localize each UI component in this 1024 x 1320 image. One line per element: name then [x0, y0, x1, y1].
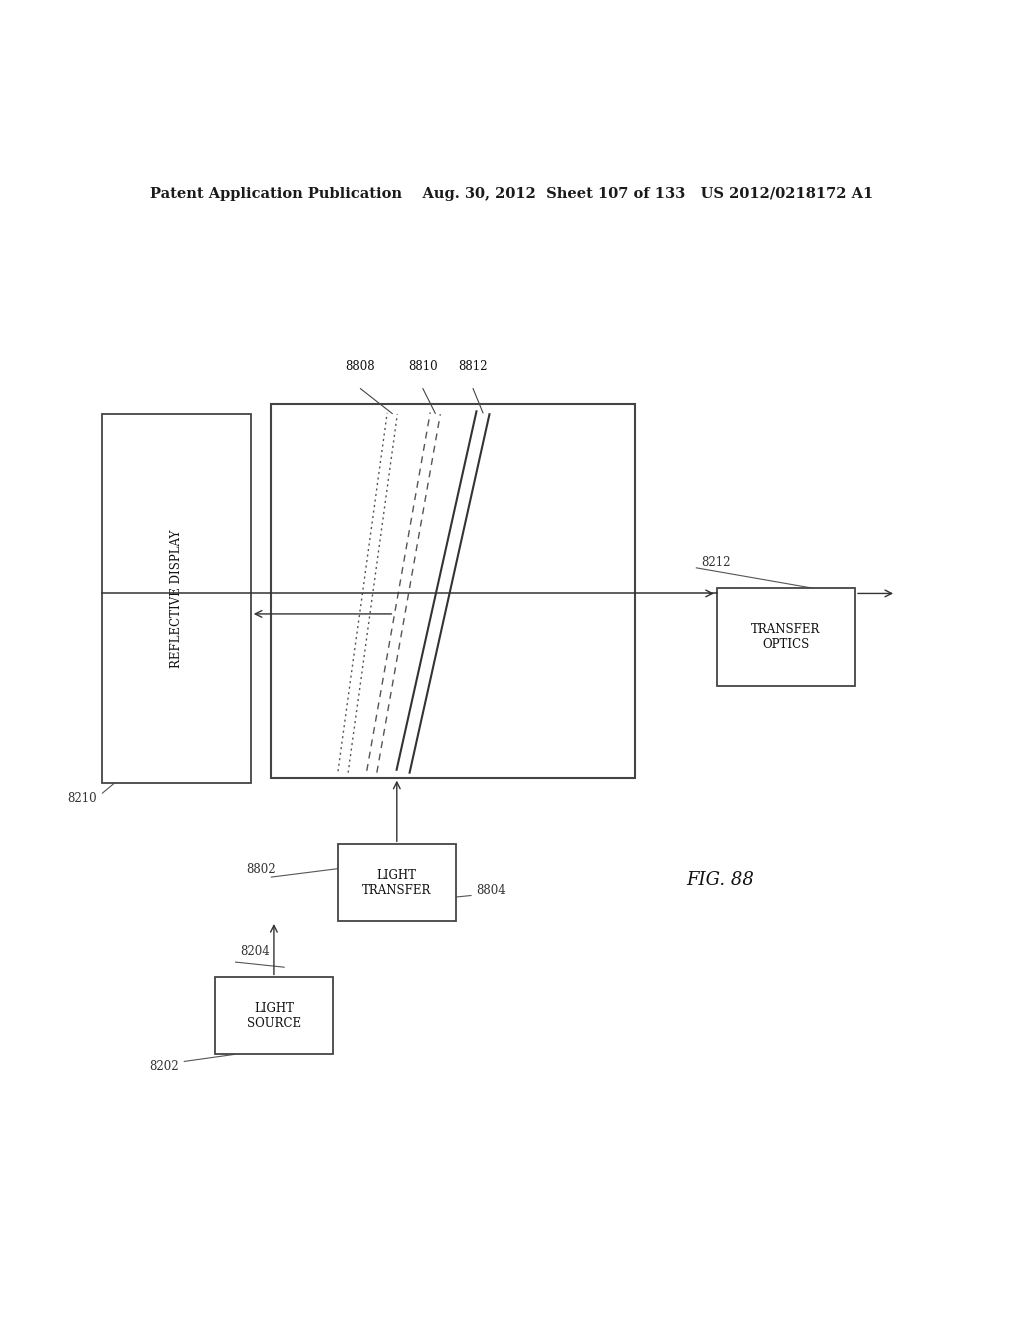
Text: 8202: 8202 — [150, 1060, 179, 1073]
Text: FIG. 88: FIG. 88 — [686, 871, 754, 890]
Text: 8810: 8810 — [409, 360, 437, 374]
Text: 8204: 8204 — [241, 945, 270, 958]
Bar — [271, 404, 635, 777]
Text: LIGHT
SOURCE: LIGHT SOURCE — [247, 1002, 301, 1030]
Text: Patent Application Publication    Aug. 30, 2012  Sheet 107 of 133   US 2012/0218: Patent Application Publication Aug. 30, … — [151, 187, 873, 201]
Bar — [215, 977, 333, 1055]
Text: 8804: 8804 — [476, 884, 506, 896]
Text: LIGHT
TRANSFER: LIGHT TRANSFER — [362, 869, 431, 896]
Text: 8802: 8802 — [246, 863, 275, 876]
Text: 8210: 8210 — [68, 792, 97, 805]
Text: REFLECTIVE DISPLAY: REFLECTIVE DISPLAY — [170, 529, 183, 668]
Text: 8812: 8812 — [459, 360, 487, 374]
Bar — [717, 589, 855, 685]
Bar — [102, 414, 251, 783]
Text: TRANSFER
OPTICS: TRANSFER OPTICS — [752, 623, 820, 651]
Text: 8212: 8212 — [701, 556, 731, 569]
Text: 8808: 8808 — [346, 360, 375, 374]
Bar — [338, 845, 456, 921]
